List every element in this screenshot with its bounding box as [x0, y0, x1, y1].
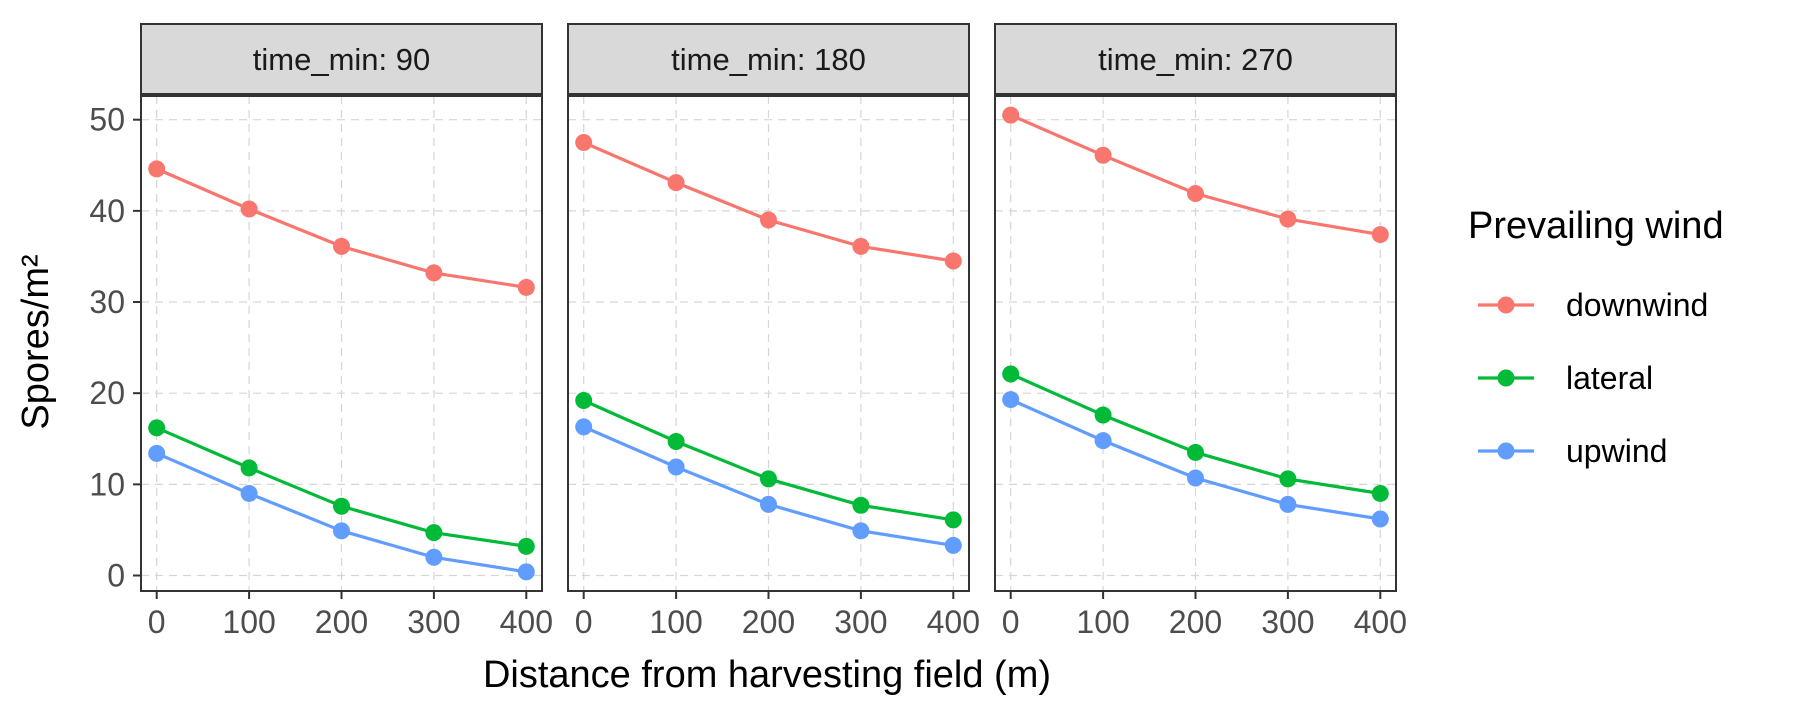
- data-point-downwind: [1279, 210, 1297, 228]
- y-tick-label: 40: [89, 193, 125, 229]
- data-point-downwind: [852, 237, 870, 255]
- data-point-lateral: [1094, 406, 1112, 424]
- y-tick-label: 30: [89, 284, 125, 320]
- legend-key-point: [1497, 296, 1515, 314]
- data-point-downwind: [240, 200, 258, 218]
- data-point-lateral: [148, 419, 166, 437]
- x-tick-label: 200: [1169, 604, 1222, 640]
- legend: Prevailing wind downwind lateral upwind: [1468, 205, 1724, 469]
- y-tick-label: 10: [89, 466, 125, 502]
- data-point-downwind: [1002, 106, 1020, 124]
- data-point-lateral: [1002, 365, 1020, 383]
- data-point-lateral: [760, 470, 777, 488]
- data-point-lateral: [944, 511, 962, 529]
- facet-strip: [994, 23, 1397, 95]
- x-tick-label: 200: [742, 604, 795, 640]
- legend-label: lateral: [1566, 360, 1653, 396]
- y-tick-label: 50: [89, 102, 125, 138]
- data-point-lateral: [1371, 484, 1389, 502]
- legend-entries: downwind lateral upwind: [1478, 287, 1708, 469]
- x-tick-label: 200: [315, 604, 368, 640]
- data-point-lateral: [240, 459, 258, 477]
- legend-title: Prevailing wind: [1468, 205, 1724, 247]
- data-point-lateral: [1187, 443, 1204, 461]
- x-axis-title: Distance from harvesting field (m): [483, 654, 1051, 696]
- data-point-downwind: [944, 252, 962, 270]
- x-tick-label: 0: [575, 604, 593, 640]
- facet-strip-label: time_min: 90: [253, 42, 430, 77]
- y-tick-label: 20: [89, 375, 125, 411]
- data-point-lateral: [517, 537, 535, 555]
- data-point-lateral: [1279, 470, 1297, 488]
- legend-item-lateral: lateral: [1478, 360, 1653, 396]
- facet-strip-label: time_min: 180: [671, 42, 866, 77]
- x-tick-label: 100: [1076, 604, 1129, 640]
- data-point-downwind: [333, 237, 350, 255]
- facet-panels: time_min: 900 100 200 300 40001020304050time…: [89, 23, 1407, 640]
- x-tick-label: 300: [1261, 604, 1314, 640]
- data-point-downwind: [1187, 185, 1204, 203]
- legend-key-point: [1497, 369, 1515, 387]
- y-axis-title: Spores/m²: [15, 254, 57, 429]
- data-point-downwind: [667, 174, 685, 192]
- x-tick-label: 400: [927, 604, 980, 640]
- x-tick-label: 0: [148, 604, 166, 640]
- data-point-upwind: [517, 563, 535, 581]
- data-point-downwind: [425, 264, 443, 282]
- x-tick-label: 400: [1354, 604, 1407, 640]
- y-tick-label: 0: [107, 558, 125, 594]
- data-point-downwind: [1371, 226, 1389, 244]
- data-point-lateral: [575, 391, 593, 409]
- facet-strip-label: time_min: 270: [1098, 42, 1293, 77]
- facet-panel: time_min: 90 0 100 200 300 400 0 10 20 30 40 50: [89, 23, 553, 640]
- data-point-upwind: [1371, 510, 1389, 528]
- legend-item-downwind: downwind: [1478, 287, 1708, 323]
- data-point-downwind: [760, 211, 777, 229]
- data-point-upwind: [240, 484, 258, 502]
- x-tick-label: 0: [1002, 604, 1020, 640]
- data-point-upwind: [667, 458, 685, 476]
- data-point-upwind: [1279, 495, 1297, 513]
- data-point-upwind: [1187, 469, 1204, 487]
- legend-item-upwind: upwind: [1478, 433, 1667, 469]
- x-tick-label: 400: [500, 604, 553, 640]
- legend-label: upwind: [1566, 433, 1667, 469]
- x-tick-label: 300: [834, 604, 887, 640]
- data-point-upwind: [1094, 432, 1112, 450]
- data-point-upwind: [1002, 391, 1020, 409]
- data-point-downwind: [148, 160, 166, 178]
- facet-strip: [140, 23, 543, 95]
- legend-label: downwind: [1566, 287, 1708, 323]
- x-tick-label: 100: [649, 604, 702, 640]
- data-point-upwind: [944, 536, 962, 554]
- x-tick-label: 100: [222, 604, 275, 640]
- data-point-downwind: [1094, 146, 1112, 164]
- legend-key-point: [1497, 442, 1515, 460]
- facet-panel: time_min: 270 0 100 200 300 400: [994, 23, 1407, 640]
- data-point-upwind: [333, 522, 350, 540]
- data-point-upwind: [852, 522, 870, 540]
- facet-panel: time_min: 180 0 100 200 300 400: [567, 23, 980, 640]
- data-point-lateral: [852, 496, 870, 514]
- facet-strip: [567, 23, 970, 95]
- data-point-upwind: [760, 495, 777, 513]
- data-point-lateral: [425, 524, 443, 542]
- data-point-downwind: [575, 133, 593, 151]
- data-point-upwind: [575, 418, 593, 436]
- data-point-upwind: [425, 548, 443, 566]
- data-point-upwind: [148, 444, 166, 462]
- data-point-lateral: [333, 497, 350, 515]
- data-point-downwind: [517, 278, 535, 296]
- data-point-lateral: [667, 432, 685, 450]
- x-tick-label: 300: [407, 604, 460, 640]
